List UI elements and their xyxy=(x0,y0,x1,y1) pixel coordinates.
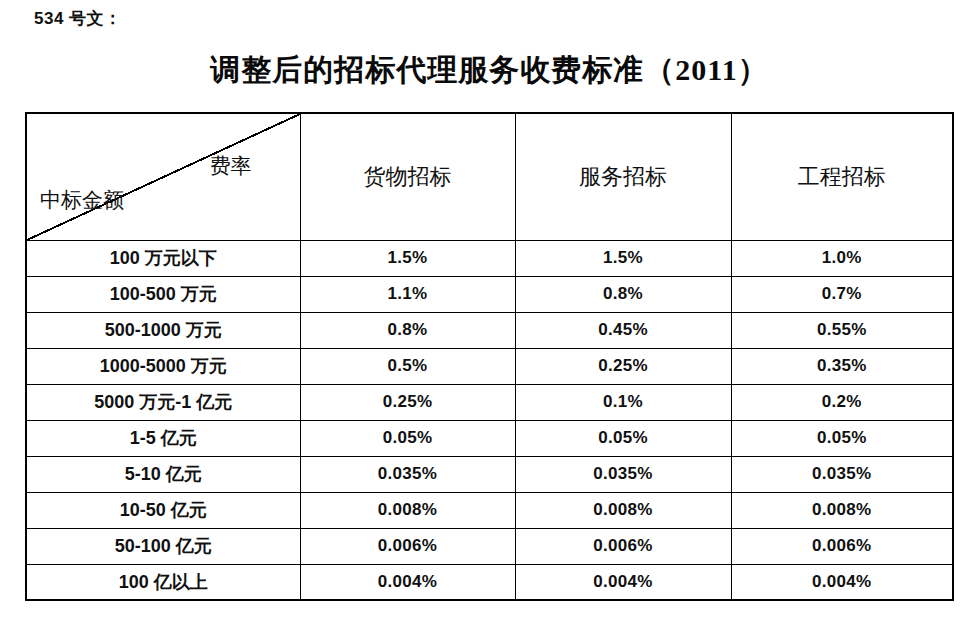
service-rate-cell: 0.006% xyxy=(515,528,731,564)
table-row: 50-100 亿元 0.006% 0.006% 0.006% xyxy=(26,528,953,564)
column-header-service: 服务招标 xyxy=(515,113,731,240)
engineering-rate-cell: 0.008% xyxy=(731,492,953,528)
service-rate-cell: 0.25% xyxy=(515,348,731,384)
amount-cell: 1000-5000 万元 xyxy=(26,348,300,384)
amount-cell: 50-100 亿元 xyxy=(26,528,300,564)
doc-number-label: 534 号文： xyxy=(34,7,122,30)
service-rate-cell: 0.1% xyxy=(515,384,731,420)
engineering-rate-cell: 0.05% xyxy=(731,420,953,456)
service-rate-cell: 1.5% xyxy=(515,240,731,276)
document-page: 534 号文： 调整后的招标代理服务收费标准（2011） 费率 中标金额 货物招… xyxy=(0,0,979,629)
fee-rate-table: 费率 中标金额 货物招标 服务招标 工程招标 100 万元以下 1.5% 1.5… xyxy=(25,112,954,601)
table-row: 5-10 亿元 0.035% 0.035% 0.035% xyxy=(26,456,953,492)
goods-rate-cell: 0.035% xyxy=(300,456,515,492)
amount-cell: 1-5 亿元 xyxy=(26,420,300,456)
corner-header-cell: 费率 中标金额 xyxy=(26,113,300,240)
column-header-goods: 货物招标 xyxy=(300,113,515,240)
column-header-engineering: 工程招标 xyxy=(731,113,953,240)
goods-rate-cell: 0.006% xyxy=(300,528,515,564)
corner-label-amount: 中标金额 xyxy=(40,186,124,214)
table-header: 费率 中标金额 货物招标 服务招标 工程招标 xyxy=(26,113,953,240)
table-row: 5000 万元-1 亿元 0.25% 0.1% 0.2% xyxy=(26,384,953,420)
engineering-rate-cell: 0.7% xyxy=(731,276,953,312)
table-row: 100 亿以上 0.004% 0.004% 0.004% xyxy=(26,564,953,600)
amount-cell: 100 亿以上 xyxy=(26,564,300,600)
amount-cell: 5000 万元-1 亿元 xyxy=(26,384,300,420)
engineering-rate-cell: 1.0% xyxy=(731,240,953,276)
amount-cell: 10-50 亿元 xyxy=(26,492,300,528)
goods-rate-cell: 0.008% xyxy=(300,492,515,528)
table-row: 100 万元以下 1.5% 1.5% 1.0% xyxy=(26,240,953,276)
goods-rate-cell: 0.25% xyxy=(300,384,515,420)
goods-rate-cell: 0.05% xyxy=(300,420,515,456)
table-row: 1-5 亿元 0.05% 0.05% 0.05% xyxy=(26,420,953,456)
engineering-rate-cell: 0.006% xyxy=(731,528,953,564)
engineering-rate-cell: 0.035% xyxy=(731,456,953,492)
service-rate-cell: 0.035% xyxy=(515,456,731,492)
amount-cell: 5-10 亿元 xyxy=(26,456,300,492)
page-title: 调整后的招标代理服务收费标准（2011） xyxy=(0,50,979,91)
goods-rate-cell: 0.8% xyxy=(300,312,515,348)
table-row: 100-500 万元 1.1% 0.8% 0.7% xyxy=(26,276,953,312)
table-body: 100 万元以下 1.5% 1.5% 1.0% 100-500 万元 1.1% … xyxy=(26,240,953,600)
service-rate-cell: 0.8% xyxy=(515,276,731,312)
amount-cell: 100 万元以下 xyxy=(26,240,300,276)
goods-rate-cell: 0.004% xyxy=(300,564,515,600)
service-rate-cell: 0.004% xyxy=(515,564,731,600)
engineering-rate-cell: 0.35% xyxy=(731,348,953,384)
table-row: 10-50 亿元 0.008% 0.008% 0.008% xyxy=(26,492,953,528)
corner-label-rate: 费率 xyxy=(210,152,252,180)
goods-rate-cell: 0.5% xyxy=(300,348,515,384)
header-row: 费率 中标金额 货物招标 服务招标 工程招标 xyxy=(26,113,953,240)
service-rate-cell: 0.008% xyxy=(515,492,731,528)
amount-cell: 500-1000 万元 xyxy=(26,312,300,348)
engineering-rate-cell: 0.2% xyxy=(731,384,953,420)
engineering-rate-cell: 0.55% xyxy=(731,312,953,348)
goods-rate-cell: 1.1% xyxy=(300,276,515,312)
service-rate-cell: 0.45% xyxy=(515,312,731,348)
goods-rate-cell: 1.5% xyxy=(300,240,515,276)
table-row: 1000-5000 万元 0.5% 0.25% 0.35% xyxy=(26,348,953,384)
engineering-rate-cell: 0.004% xyxy=(731,564,953,600)
amount-cell: 100-500 万元 xyxy=(26,276,300,312)
service-rate-cell: 0.05% xyxy=(515,420,731,456)
table-row: 500-1000 万元 0.8% 0.45% 0.55% xyxy=(26,312,953,348)
